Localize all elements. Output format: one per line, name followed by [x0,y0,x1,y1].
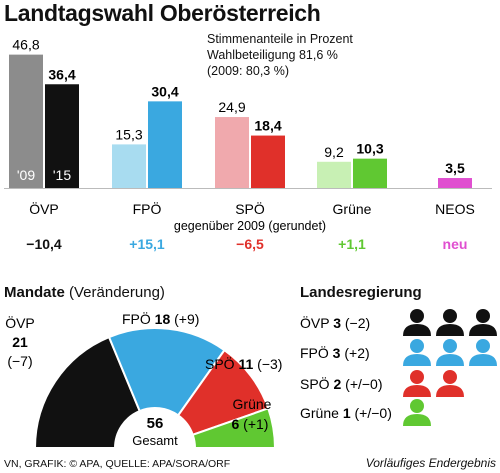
mandate-seats-0: 21 [12,334,28,350]
mandate-total-label: Gesamt [132,433,178,448]
mandate-slice-3 [191,407,277,449]
bar-group-4: 3,5 NEOS neu [435,160,475,252]
bar-chart: 46,8 36,4 ÖVP −10,4 15,3 30,4 FPÖ +15,1 24,9 18,4… [4,37,492,252]
label-2009-2: 24,9 [218,99,245,115]
person-icon [469,339,497,366]
footer-note: Vorläufiges Endergebnis [365,456,496,470]
label-2015-1: 30,4 [151,83,178,99]
bar-2015-3 [353,158,387,188]
change-2: −6,5 [236,236,264,252]
person-icon [403,309,431,336]
series-label-2015: '15 [53,167,71,183]
category-label-3: Grüne [333,201,372,217]
label-2015-3: 10,3 [356,141,383,157]
bar-2009-2 [215,117,249,188]
label-2015-0: 36,4 [48,66,75,82]
bar-2015-0 [45,84,79,188]
footer-source: VN, GRAFIK: © APA, QUELLE: APA/SORA/ORF [4,458,231,470]
person-icon [436,339,464,366]
category-label-1: FPÖ [133,200,162,217]
label-2009-3: 9,2 [324,144,344,160]
bar-2015-2 [251,135,285,188]
page-title: Landtagswahl Oberösterreich [4,0,321,26]
bar-2009-3 [317,161,351,188]
mandate-label-2: SPÖ 11 (−3) [205,355,282,372]
label-2009-0: 46,8 [12,37,39,53]
landesregierung-title: Landesregierung [300,284,422,301]
category-label-0: ÖVP [29,200,59,217]
mandate-title: Mandate (Veränderung) [4,284,165,301]
bar-group-2: 24,9 18,4 SPÖ −6,5 [215,99,285,252]
info-wahlbeteiligung: Wahlbeteiligung 81,6 % [207,48,338,62]
category-label-4: NEOS [435,201,475,217]
bar-group-0: 46,8 36,4 ÖVP −10,4 [9,37,79,252]
person-icon [436,370,464,397]
change-3: +1,1 [338,236,366,252]
label-2015-2: 18,4 [254,118,281,134]
mandate-total: 56 [147,415,164,432]
mandate-seats-3: 6 (+1) [232,416,269,432]
mandate-title-rest: (Veränderung) [64,284,165,301]
person-icon [403,399,431,426]
label-2015-4: 3,5 [445,160,465,176]
mandate-label-1: FPÖ 18 (+9) [122,310,199,327]
mandate-change-0: (−7) [7,353,32,369]
person-icon [436,309,464,336]
lr-label-0: ÖVP 3 (−2) [300,314,370,331]
series-label-2009: '09 [17,167,35,183]
lr-label-3: Grüne 1 (+/−0) [300,405,392,421]
lr-label-1: FPÖ 3 (+2) [300,344,370,361]
mandate-slice-0 [33,335,141,449]
mandate-title-bold: Mandate [4,284,65,301]
change-4: neu [443,236,468,252]
info-stimmenanteile: Stimmenanteile in Prozent [207,32,353,46]
person-icon [403,339,431,366]
landesregierung-chart: ÖVP 3 (−2) FPÖ 3 (+2) SPÖ 2 (+/−0) Grüne 1 … [300,309,497,426]
mandate-label-0: ÖVP [5,314,35,331]
person-icon [403,370,431,397]
label-2009-1: 15,3 [115,126,142,142]
bar-group-3: 9,2 10,3 Grüne +1,1 [317,141,387,252]
change-0: −10,4 [26,236,62,252]
change-1: +15,1 [129,236,165,252]
person-icon [469,309,497,336]
bar-2009-0 [9,54,43,189]
bar-group-1: 15,3 30,4 FPÖ +15,1 [112,83,182,252]
category-label-2: SPÖ [235,200,265,217]
change-caption: gegenüber 2009 (gerundet) [174,219,326,233]
info-wahlbeteiligung-2009: (2009: 80,3 %) [207,64,289,78]
mandate-slice-1 [107,327,226,417]
bar-2009-1 [112,144,146,188]
bar-2015-4 [438,178,472,188]
lr-label-2: SPÖ 2 (+/−0) [300,375,383,392]
mandate-label-3: Grüne [233,396,272,412]
bar-2015-1 [148,101,182,188]
